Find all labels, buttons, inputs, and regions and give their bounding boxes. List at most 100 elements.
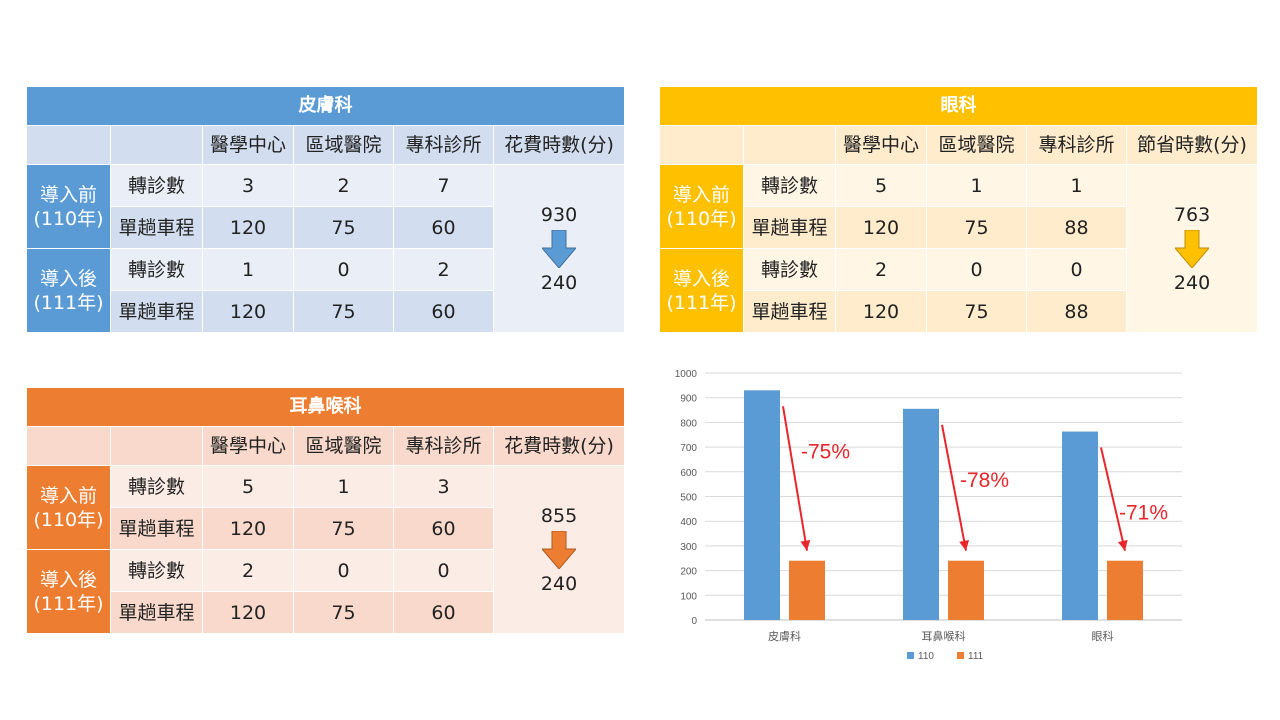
table-cell: 60 <box>393 206 494 249</box>
row-label: 單趟車程 <box>110 591 203 634</box>
table-cell: 0 <box>1026 248 1127 291</box>
table-title: 皮膚科 <box>25 86 626 126</box>
row-label: 轉診數 <box>110 164 203 207</box>
after-label-text: 導入後 (111年) <box>666 267 737 314</box>
table-cell: 1 <box>293 465 394 508</box>
y-tick-label: 700 <box>680 443 697 454</box>
corner-cell <box>659 125 744 165</box>
col-header: 醫學中心 <box>202 125 294 165</box>
after-label-text: 導入後 (111年) <box>33 267 104 314</box>
table-cell: 60 <box>393 507 494 550</box>
table-cell: 1 <box>926 164 1027 207</box>
table-cell: 1 <box>202 248 294 291</box>
y-tick-label: 800 <box>680 418 697 429</box>
table-cell: 7 <box>393 164 494 207</box>
table-cell: 2 <box>293 164 394 207</box>
time-before: 930 <box>540 203 578 226</box>
annotation-label: -75% <box>801 440 850 463</box>
y-tick-label: 100 <box>680 591 697 602</box>
col-header: 醫學中心 <box>202 426 294 466</box>
row-label: 單趟車程 <box>743 290 836 333</box>
empty-header <box>110 426 203 466</box>
down-arrow-icon <box>1175 229 1210 268</box>
y-tick-label: 400 <box>680 517 697 528</box>
table-cell: 75 <box>293 507 394 550</box>
col-header: 區域醫院 <box>926 125 1027 165</box>
col-header: 花費時數(分) <box>492 426 626 466</box>
col-header: 區域醫院 <box>293 426 394 466</box>
time-before: 855 <box>540 504 578 527</box>
row-label: 單趟車程 <box>110 290 203 333</box>
after-label: 導入後 (111年) <box>659 248 744 333</box>
before-label: 導入前 (110年) <box>26 164 111 249</box>
bar-111 <box>1107 560 1143 620</box>
col-header: 專科診所 <box>393 125 494 165</box>
bar-111 <box>948 560 984 620</box>
time-cell: 930 240 <box>492 164 626 333</box>
before-label-text: 導入前 (110年) <box>666 183 737 230</box>
row-label: 轉診數 <box>743 164 836 207</box>
y-tick-label: 200 <box>680 567 697 578</box>
bar-110 <box>1062 431 1098 620</box>
annotation-arrowhead <box>800 540 811 551</box>
time-after: 240 <box>540 271 578 294</box>
x-tick-label: 皮膚科 <box>768 629 801 643</box>
legend-label: 110 <box>918 651 934 662</box>
after-label-text: 導入後 (111年) <box>33 568 104 615</box>
ent-table: 耳鼻喉科 醫學中心 區域醫院 專科診所 花費時數(分) 導入前 (110年) 轉… <box>25 387 626 634</box>
col-header: 區域醫院 <box>293 125 394 165</box>
table-title: 眼科 <box>658 86 1259 126</box>
y-tick-label: 500 <box>680 493 697 504</box>
table-cell: 60 <box>393 290 494 333</box>
before-label: 導入前 (110年) <box>26 465 111 550</box>
before-label-text: 導入前 (110年) <box>33 484 104 531</box>
before-label: 導入前 (110年) <box>659 164 744 249</box>
table-cell: 75 <box>293 290 394 333</box>
table-cell: 120 <box>835 206 927 249</box>
table-cell: 5 <box>835 164 927 207</box>
legend-swatch <box>957 652 964 659</box>
table-cell: 75 <box>293 591 394 634</box>
bar-110 <box>744 390 780 620</box>
table-cell: 120 <box>202 206 294 249</box>
empty-header <box>110 125 203 165</box>
annotation-label: -71% <box>1119 502 1168 525</box>
table-cell: 5 <box>202 465 294 508</box>
table-cell: 75 <box>293 206 394 249</box>
x-tick-label: 眼科 <box>1092 629 1114 643</box>
down-arrow-icon <box>542 229 577 268</box>
y-tick-label: 900 <box>680 394 697 405</box>
table-cell: 0 <box>293 248 394 291</box>
eye-table: 眼科 醫學中心 區域醫院 專科診所 節省時數(分) 導入前 (110年) 轉診數… <box>658 86 1259 333</box>
row-label: 單趟車程 <box>743 206 836 249</box>
row-label: 轉診數 <box>110 549 203 592</box>
table-cell: 88 <box>1026 206 1127 249</box>
table-cell: 3 <box>202 164 294 207</box>
table-cell: 120 <box>202 591 294 634</box>
table-cell: 120 <box>202 290 294 333</box>
time-after: 240 <box>540 572 578 595</box>
row-label: 轉診數 <box>743 248 836 291</box>
time-cell: 855 240 <box>492 465 626 634</box>
table-cell: 120 <box>202 507 294 550</box>
col-header: 專科診所 <box>393 426 494 466</box>
table-cell: 3 <box>393 465 494 508</box>
annotation-arrowhead <box>959 539 970 551</box>
empty-header <box>743 125 836 165</box>
annotation-label: -78% <box>960 469 1009 492</box>
table-cell: 0 <box>926 248 1027 291</box>
col-header: 節省時數(分) <box>1125 125 1259 165</box>
table-title: 耳鼻喉科 <box>25 387 626 427</box>
corner-cell <box>26 125 111 165</box>
table-cell: 0 <box>293 549 394 592</box>
row-label: 單趟車程 <box>110 206 203 249</box>
table-cell: 75 <box>926 206 1027 249</box>
row-label: 轉診數 <box>110 465 203 508</box>
table-cell: 1 <box>1026 164 1127 207</box>
time-cell: 763 240 <box>1125 164 1259 333</box>
col-header: 醫學中心 <box>835 125 927 165</box>
bar-chart: 0 100 200 300 400 500 600 700 800 900 1000 皮膚科 -75% 耳… <box>675 369 1182 662</box>
y-tick-label: 1000 <box>675 369 698 380</box>
y-tick-label: 300 <box>680 542 697 553</box>
annotation-arrow <box>782 406 808 551</box>
